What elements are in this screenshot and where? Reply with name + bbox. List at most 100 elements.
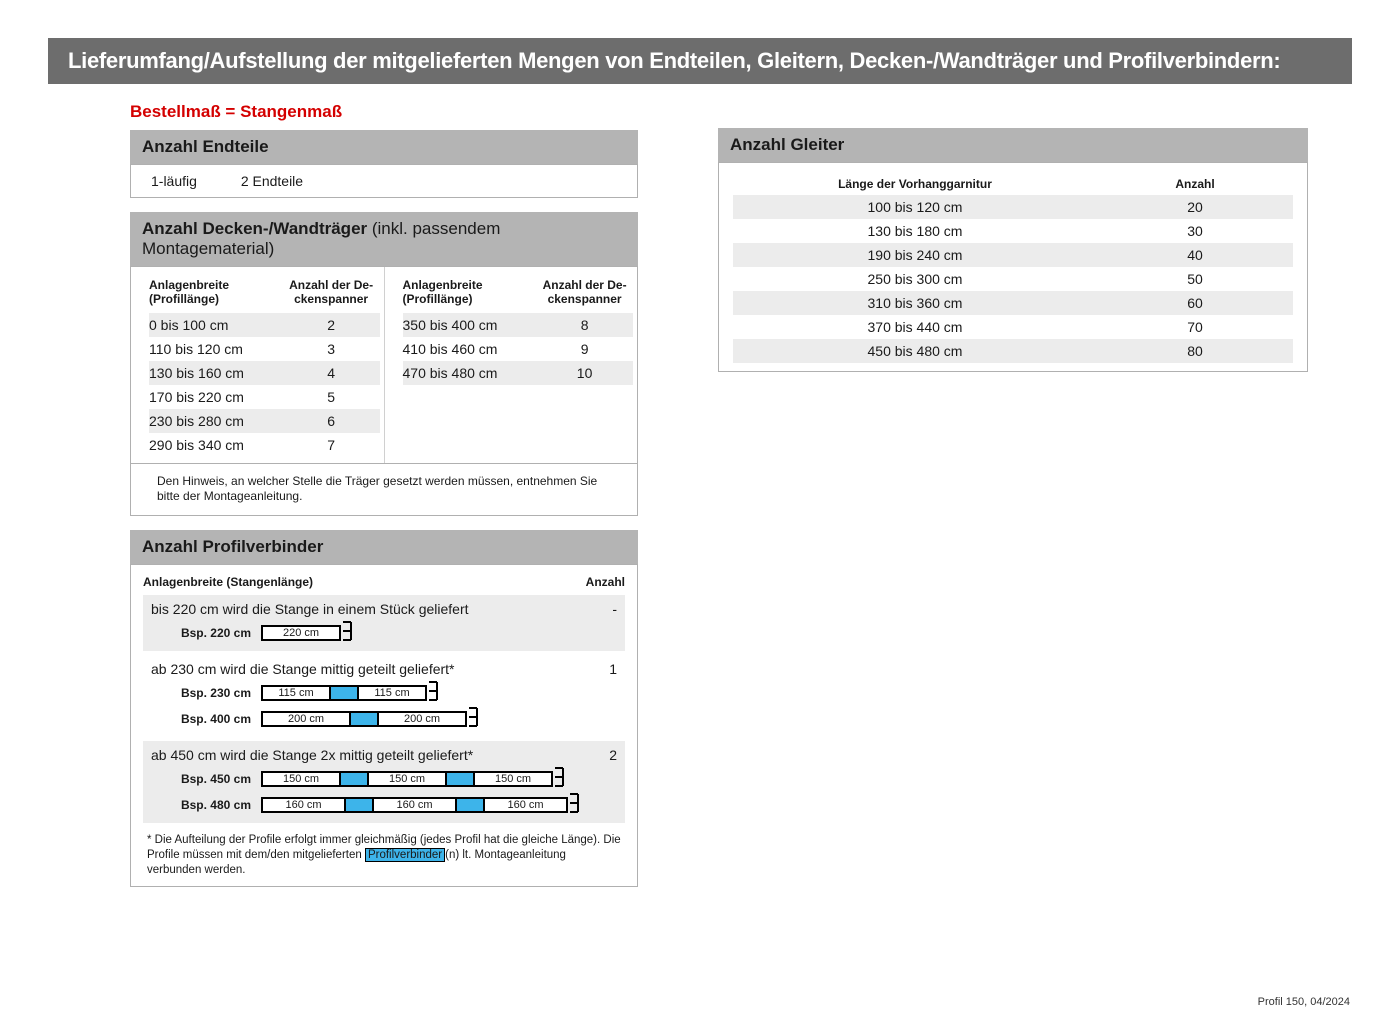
gleiter-h1: Länge der Vorhanggarnitur — [733, 177, 1097, 191]
content-columns: Bestellmaß = Stangenmaß Anzahl Endteile … — [0, 94, 1400, 887]
pv-group-count: 2 — [577, 747, 617, 763]
connector-icon — [457, 797, 483, 813]
table-row: 170 bis 220 cm5 — [149, 385, 380, 409]
cell-range: 130 bis 180 cm — [733, 223, 1097, 239]
endteile-row: 1-läufig 2 Endteile — [131, 165, 637, 197]
endteile-c2: 2 Endteile — [241, 173, 303, 189]
cell-count: 7 — [283, 433, 380, 457]
bar-segment: 160 cm — [483, 797, 568, 813]
bar-segment: 115 cm — [261, 685, 331, 701]
connector-icon — [346, 797, 372, 813]
connector-icon — [341, 771, 367, 787]
pv-header: Anlagenbreite (Stangenlänge) Anzahl — [143, 575, 625, 595]
traeger-h1: Anlagenbreite (Profillänge) — [149, 277, 283, 313]
example-label: Bsp. 230 cm — [151, 686, 261, 700]
cell-range: 170 bis 220 cm — [149, 385, 283, 409]
pv-group: bis 220 cm wird die Stange in einem Stüc… — [143, 595, 625, 651]
traeger-right-half: Anlagenbreite (Profillänge) Anzahl der D… — [384, 267, 638, 463]
example-row: Bsp. 450 cm150 cm150 cm150 cm — [151, 769, 617, 789]
traeger-header-row: Anlagenbreite (Profillänge) Anzahl der D… — [149, 277, 380, 313]
example-row: Bsp. 480 cm160 cm160 cm160 cm — [151, 795, 617, 815]
table-row: 230 bis 280 cm6 — [149, 409, 380, 433]
bar-segment: 150 cm — [367, 771, 447, 787]
pv-group: ab 450 cm wird die Stange 2x mittig gete… — [143, 741, 625, 823]
pv-group-text: ab 450 cm wird die Stange 2x mittig gete… — [151, 747, 577, 763]
cell-count: 9 — [536, 337, 633, 361]
table-row: 410 bis 460 cm9 — [403, 337, 634, 361]
traeger-note: Den Hinweis, an welcher Stelle die Träge… — [130, 464, 638, 516]
bar-segment: 150 cm — [473, 771, 553, 787]
cell-range: 130 bis 160 cm — [149, 361, 283, 385]
endcap-icon — [427, 680, 441, 705]
endteile-c1: 1-läufig — [151, 173, 197, 189]
example-label: Bsp. 220 cm — [151, 626, 261, 640]
cell-range: 350 bis 400 cm — [403, 313, 537, 337]
cell-count: 4 — [283, 361, 380, 385]
cell-range: 110 bis 120 cm — [149, 337, 283, 361]
endcap-icon — [467, 706, 481, 731]
bar-segment: 160 cm — [372, 797, 457, 813]
example-label: Bsp. 450 cm — [151, 772, 261, 786]
pv-h2: Anzahl — [565, 575, 625, 589]
gleiter-h2: Anzahl — [1097, 177, 1293, 191]
gleiter-title: Anzahl Gleiter — [718, 128, 1308, 162]
red-heading: Bestellmaß = Stangenmaß — [130, 102, 638, 122]
table-row: 370 bis 440 cm70 — [733, 315, 1293, 339]
cell-range: 190 bis 240 cm — [733, 247, 1097, 263]
cell-range: 370 bis 440 cm — [733, 319, 1097, 335]
bar-diagram: 200 cm200 cm — [261, 709, 617, 729]
pv-group-count: - — [577, 601, 617, 617]
table-row: 310 bis 360 cm60 — [733, 291, 1293, 315]
cell-count: 6 — [283, 409, 380, 433]
cell-count: 3 — [283, 337, 380, 361]
cell-count: 20 — [1097, 199, 1293, 215]
endcap-icon — [553, 766, 567, 791]
right-column: Anzahl Gleiter Länge der Vorhanggarnitur… — [718, 94, 1308, 887]
bar-segment: 150 cm — [261, 771, 341, 787]
connector-icon — [331, 685, 357, 701]
traeger-h1: Anlagenbreite (Profillänge) — [403, 277, 537, 313]
cell-count: 60 — [1097, 295, 1293, 311]
bar-diagram: 115 cm 115 cm — [261, 683, 617, 703]
table-row: 470 bis 480 cm10 — [403, 361, 634, 385]
bar-segment: 220 cm — [261, 625, 341, 641]
left-column: Bestellmaß = Stangenmaß Anzahl Endteile … — [48, 94, 638, 887]
table-row: 190 bis 240 cm40 — [733, 243, 1293, 267]
endteile-title: Anzahl Endteile — [130, 130, 638, 164]
cell-range: 0 bis 100 cm — [149, 313, 283, 337]
example-label: Bsp. 400 cm — [151, 712, 261, 726]
gleiter-header: Länge der Vorhanggarnitur Anzahl — [733, 173, 1293, 195]
page-footer: Profil 150, 04/2024 — [1258, 996, 1350, 1008]
cell-range: 310 bis 360 cm — [733, 295, 1097, 311]
pv-foot-hl: Profilverbinder — [365, 848, 445, 862]
profilverbinder-box: Anlagenbreite (Stangenlänge) Anzahl bis … — [130, 564, 638, 887]
traeger-left-half: Anlagenbreite (Profillänge) Anzahl der D… — [131, 267, 384, 463]
bar-segment: 200 cm — [261, 711, 351, 727]
cell-range: 250 bis 300 cm — [733, 271, 1097, 287]
page-banner: Lieferumfang/Aufstellung der mitgeliefer… — [48, 38, 1352, 84]
cell-range: 470 bis 480 cm — [403, 361, 537, 385]
endcap-icon — [568, 792, 582, 817]
bar-diagram: 220 cm — [261, 623, 617, 643]
bar-segment: 115 cm — [357, 685, 427, 701]
example-row: Bsp. 230 cm115 cm115 cm — [151, 683, 617, 703]
traeger-title-bold: Anzahl Decken-/Wandträger — [142, 219, 367, 238]
cell-count: 40 — [1097, 247, 1293, 263]
bar-diagram: 160 cm 160 cm 160 cm — [261, 795, 617, 815]
cell-count: 2 — [283, 313, 380, 337]
pv-group-text: bis 220 cm wird die Stange in einem Stüc… — [151, 601, 577, 617]
pv-group-count: 1 — [577, 661, 617, 677]
gleiter-table: Länge der Vorhanggarnitur Anzahl 100 bis… — [718, 162, 1308, 372]
connector-icon — [447, 771, 473, 787]
cell-range: 450 bis 480 cm — [733, 343, 1097, 359]
cell-count: 10 — [536, 361, 633, 385]
cell-range: 230 bis 280 cm — [149, 409, 283, 433]
table-row: 100 bis 120 cm20 — [733, 195, 1293, 219]
cell-range: 290 bis 340 cm — [149, 433, 283, 457]
table-row: 290 bis 340 cm7 — [149, 433, 380, 457]
traeger-header-row: Anlagenbreite (Profillänge) Anzahl der D… — [403, 277, 634, 313]
bar-segment: 160 cm — [261, 797, 346, 813]
table-row: 250 bis 300 cm50 — [733, 267, 1293, 291]
table-row: 110 bis 120 cm3 — [149, 337, 380, 361]
pv-h1: Anlagenbreite (Stangenlänge) — [143, 575, 565, 589]
